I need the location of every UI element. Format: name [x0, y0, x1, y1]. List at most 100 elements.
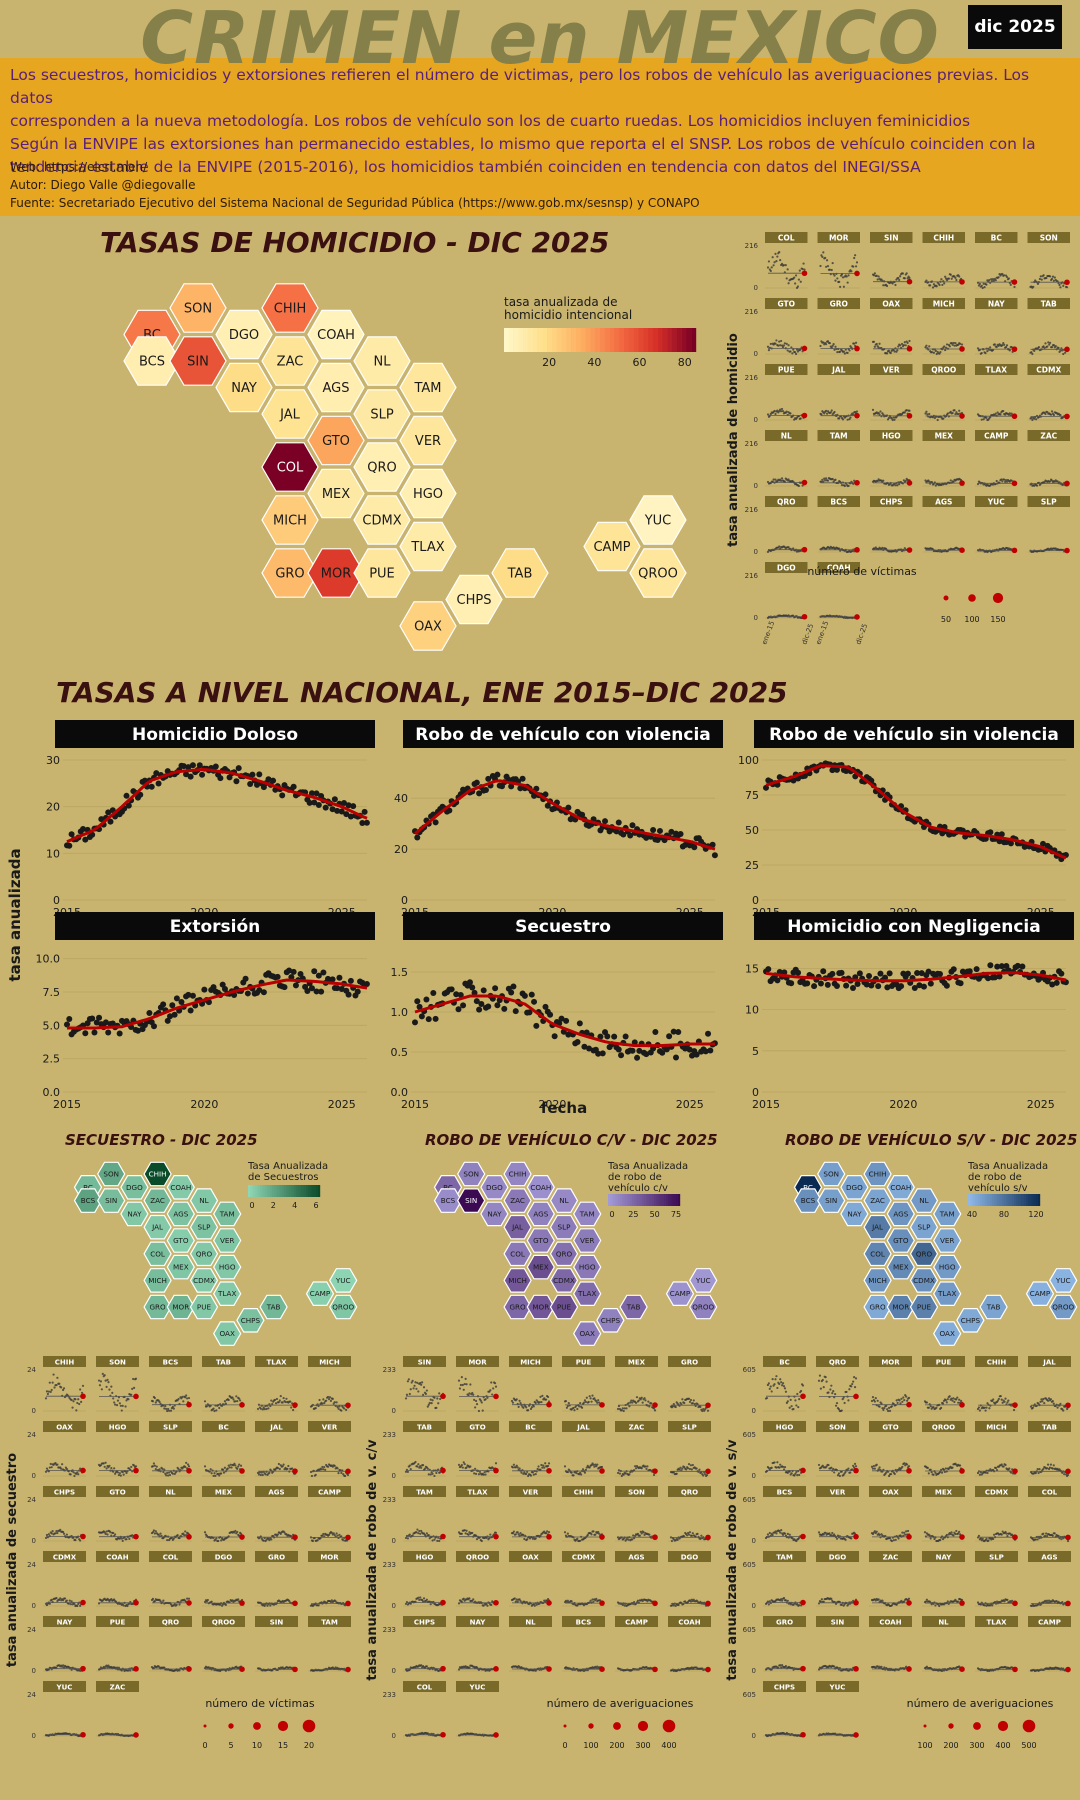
- panel-dot: [433, 1396, 436, 1399]
- hex-cell: [307, 362, 365, 413]
- panel-dot: [873, 345, 876, 348]
- national-point: [576, 1020, 583, 1027]
- web-link[interactable]: Web: https://elcri.men/: [10, 160, 148, 174]
- hex-cell: [399, 521, 457, 572]
- panel-last-point: [80, 1599, 86, 1606]
- panel-dot: [422, 1386, 426, 1389]
- national-point: [508, 989, 515, 996]
- panel-dot: [631, 1401, 634, 1404]
- panel-dot: [60, 1467, 63, 1470]
- panel-sin: SIN: [255, 1616, 298, 1673]
- panel-dot: [819, 344, 822, 348]
- section-legend-swatch: [303, 1185, 306, 1197]
- national-point: [602, 818, 609, 825]
- panel-strip-label: GRO: [268, 1554, 285, 1562]
- panel-zac: ZAC: [1027, 430, 1070, 487]
- hex-state-mex: MEX: [166, 1254, 195, 1280]
- national-ytick: 1.5: [391, 966, 409, 979]
- panel-tam: TAM: [308, 1616, 351, 1673]
- panel-dot: [213, 1472, 216, 1475]
- panel-strip-label: SLP: [163, 1424, 178, 1432]
- panel-strip-label: DGO: [215, 1554, 233, 1562]
- panel-dot: [908, 409, 911, 412]
- panel-dot: [159, 1600, 162, 1603]
- panel-dot: [579, 1402, 582, 1405]
- panel-dot: [165, 1407, 168, 1411]
- hex-cell: [261, 283, 319, 333]
- national-point: [820, 968, 827, 975]
- panel-dot: [183, 1534, 186, 1537]
- panel-tlax: TLAX: [255, 1356, 298, 1412]
- national-point: [480, 987, 487, 994]
- panel-dot: [516, 1466, 519, 1469]
- national-xlabel: fecha: [541, 1099, 587, 1117]
- homicide-legend-swatch: [604, 328, 610, 352]
- panel-dot: [640, 1467, 643, 1470]
- panel-dot: [622, 1409, 625, 1413]
- panel-dot: [945, 343, 949, 346]
- panel-dot: [653, 1409, 657, 1412]
- panel-dot: [205, 1405, 208, 1408]
- homicide-legend-swatch: [556, 328, 562, 352]
- panel-dot: [177, 1397, 180, 1401]
- homicide-legend-swatch: [652, 328, 658, 352]
- panel-dot: [844, 348, 847, 351]
- homicide-legend-swatch: [628, 328, 634, 352]
- panel-ymin: 0: [32, 1407, 36, 1415]
- national-point: [347, 977, 354, 984]
- panel-strip-label: SLP: [1041, 498, 1057, 507]
- national-ytick: 10: [745, 1004, 759, 1017]
- panel-dot: [978, 282, 981, 286]
- national-point: [217, 775, 224, 782]
- hex-label: CAMP: [670, 1289, 691, 1298]
- panel-dot: [1059, 286, 1062, 289]
- panel-dot: [592, 1463, 595, 1466]
- panel-dot: [576, 1407, 579, 1411]
- panel-strip-label: TAM: [416, 1489, 433, 1497]
- panel-last-point: [80, 1393, 86, 1400]
- hex-label: TAM: [413, 381, 441, 396]
- panel-dot: [783, 342, 786, 345]
- panel-last-point: [906, 278, 913, 285]
- hex-label: BCS: [441, 1196, 456, 1205]
- panel-dot: [44, 1470, 48, 1473]
- panel-dot: [184, 1465, 187, 1469]
- panel-dot: [675, 1472, 678, 1475]
- panel-dot: [281, 1401, 284, 1404]
- panel-dot: [1064, 351, 1067, 354]
- panel-dot: [134, 1377, 138, 1380]
- panel-slp: SLP: [149, 1421, 192, 1477]
- panel-dot: [517, 1405, 520, 1408]
- national-point: [347, 813, 354, 820]
- panel-dot: [534, 1401, 537, 1405]
- panel-dot: [337, 1472, 340, 1475]
- panel-slp: SLP: [668, 1421, 711, 1478]
- panel-dot: [831, 477, 834, 481]
- panel-ymax: 233: [383, 1366, 396, 1374]
- panel-dot: [995, 479, 998, 483]
- description-line: Según la ENVIPE las extorsiones han perm…: [10, 135, 1036, 153]
- panel-dot: [218, 1474, 221, 1477]
- national-point: [492, 985, 499, 992]
- hex-label: COL: [510, 1249, 525, 1258]
- panel-dot: [536, 1467, 539, 1471]
- panel-dot: [276, 1467, 280, 1470]
- panel-dot: [490, 1381, 493, 1384]
- national-point: [279, 792, 286, 799]
- panel-dot: [1053, 276, 1056, 279]
- hex-state-chps: CHPS: [445, 574, 503, 625]
- panel-tlax: TLAX: [975, 364, 1018, 422]
- homicide-size-legend-label: 50: [941, 615, 951, 624]
- panel-dot: [511, 1466, 515, 1469]
- panel-qroo: QROO: [202, 1616, 245, 1673]
- national-point: [531, 998, 538, 1005]
- panel-dot: [227, 1398, 230, 1402]
- panel-dot: [958, 275, 961, 278]
- panel-dot: [620, 1409, 623, 1412]
- panel-dot: [115, 1404, 119, 1407]
- panel-strip: [975, 496, 1018, 507]
- panel-mex: MEX: [922, 430, 965, 487]
- hex-label: MOR: [321, 567, 351, 582]
- panel-dot: [55, 1529, 58, 1533]
